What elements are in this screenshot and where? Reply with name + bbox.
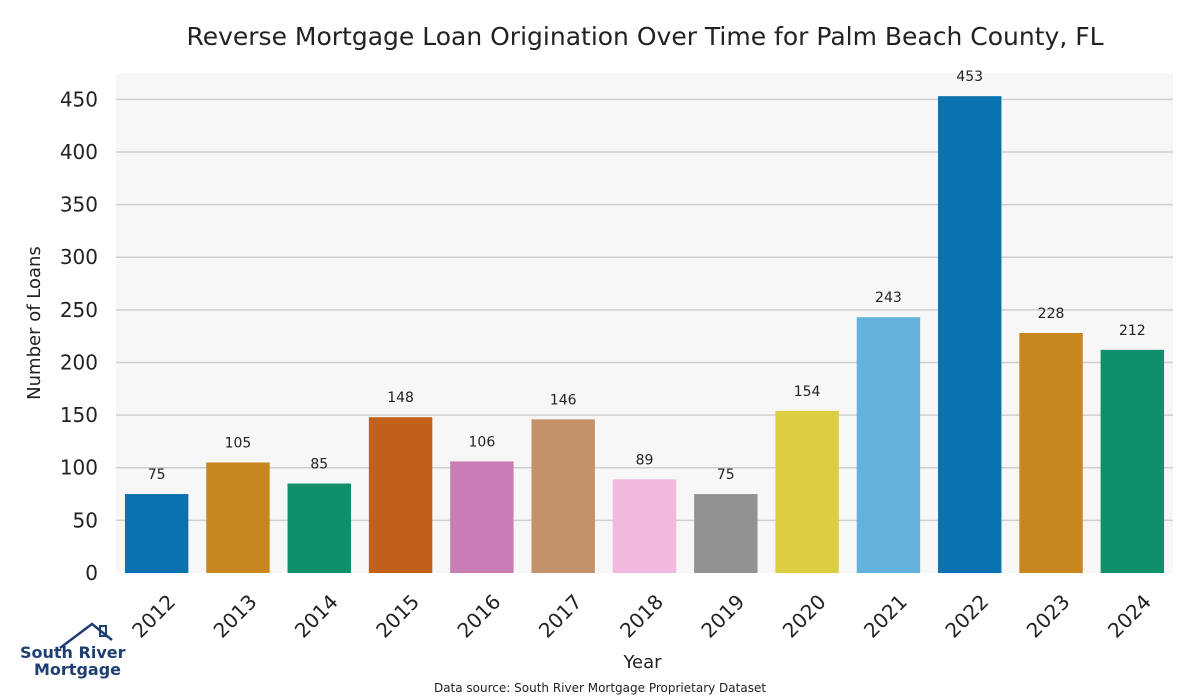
x-tick-label: 2024 [1103, 590, 1156, 643]
data-label: 105 [225, 435, 252, 451]
bar [938, 96, 1002, 573]
bar [124, 494, 189, 573]
y-tick-label: 350 [60, 193, 98, 217]
bar [287, 483, 351, 573]
y-tick-label: 0 [85, 561, 98, 585]
data-label: 75 [148, 467, 166, 483]
x-axis-label: Year [622, 652, 662, 673]
x-tick-label: 2019 [696, 590, 749, 643]
chart-title: Reverse Mortgage Loan Origination Over T… [186, 22, 1104, 51]
data-label: 453 [956, 69, 983, 85]
y-axis-label: Number of Loans [24, 246, 45, 400]
x-tick-label: 2023 [1022, 590, 1075, 643]
data-label: 212 [1119, 323, 1146, 339]
data-label: 89 [636, 452, 654, 468]
y-tick-label: 300 [60, 245, 98, 269]
y-tick-label: 50 [73, 508, 98, 532]
x-tick-label: 2016 [452, 590, 505, 643]
x-tick-label: 2012 [127, 590, 180, 643]
y-tick-label: 250 [60, 298, 98, 322]
data-source-note: Data source: South River Mortgage Propri… [433, 681, 767, 695]
data-label: 106 [469, 434, 496, 450]
bar [368, 417, 433, 573]
bar [856, 317, 921, 573]
x-tick-label: 2018 [615, 590, 668, 643]
data-label: 228 [1038, 306, 1065, 322]
y-tick-label: 450 [60, 87, 98, 111]
data-label: 75 [717, 467, 735, 483]
y-tick-label: 400 [60, 140, 98, 164]
house-roof-icon [59, 622, 113, 649]
bar [531, 419, 595, 573]
y-tick-label: 100 [60, 456, 98, 480]
data-label: 85 [310, 457, 328, 473]
data-label: 154 [794, 384, 821, 400]
bar [1100, 349, 1165, 573]
bar [612, 479, 677, 573]
bar [206, 462, 270, 573]
x-tick-label: 2022 [940, 590, 993, 643]
y-tick-label: 200 [60, 350, 98, 374]
logo-line-1: South River [20, 643, 126, 662]
x-tick-label: 2020 [778, 590, 831, 643]
south-river-mortgage-logo: South River Mortgage [20, 620, 126, 682]
y-tick-label: 150 [60, 403, 98, 427]
bar [1019, 333, 1083, 573]
bar [694, 494, 758, 573]
x-tick-label: 2015 [371, 590, 424, 643]
x-tick-label: 2021 [859, 590, 912, 643]
data-label: 148 [387, 390, 414, 406]
data-label: 146 [550, 392, 577, 408]
logo-line-2: Mortgage [34, 660, 122, 679]
bar [450, 461, 514, 573]
x-tick-label: 2014 [290, 590, 343, 643]
x-tick-label: 2013 [209, 590, 262, 643]
x-tick-label: 2017 [534, 590, 587, 643]
bar [775, 410, 839, 573]
data-label: 243 [875, 290, 902, 306]
